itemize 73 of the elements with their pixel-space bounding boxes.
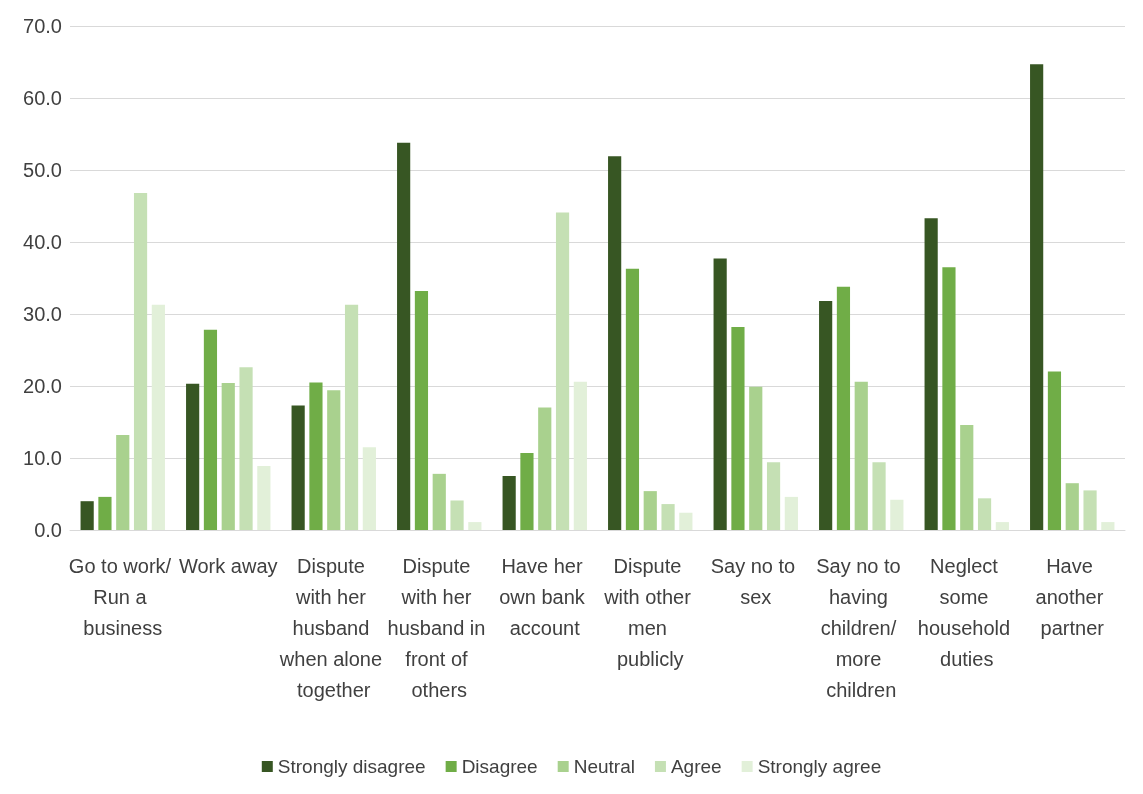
bar (977, 498, 992, 530)
bar (555, 212, 570, 530)
bar (80, 501, 94, 530)
bar (362, 447, 376, 530)
legend-label: Strongly agree (757, 756, 882, 777)
bar (186, 383, 200, 530)
bar (397, 142, 411, 530)
bar (573, 381, 587, 530)
bar (836, 286, 851, 530)
bar (661, 504, 675, 530)
bar (203, 329, 218, 530)
bar (538, 407, 552, 530)
x-tick-label: Say no to having children/ more children (816, 554, 907, 701)
bar (995, 522, 1009, 530)
y-tick-label: 20.0 (23, 375, 62, 397)
bar (468, 522, 482, 530)
x-tick-label: Say no to sex (710, 554, 801, 608)
legend-label: Agree (670, 756, 722, 777)
y-tick-label: 30.0 (23, 303, 62, 325)
bar (924, 218, 938, 530)
bar (133, 193, 148, 530)
bar (151, 304, 165, 530)
bar (643, 491, 657, 530)
legend-label: Neutral (573, 756, 635, 777)
bar (1083, 490, 1097, 530)
bar (414, 290, 429, 530)
bar (942, 267, 956, 530)
x-tick-label: Have her own bank account (499, 554, 591, 639)
bar (854, 381, 868, 530)
bar (1030, 64, 1044, 530)
legend-label: Disagree (461, 756, 538, 777)
bar (784, 496, 798, 530)
y-tick-label: 0.0 (34, 519, 62, 541)
bar (432, 473, 446, 530)
bar (98, 496, 112, 530)
bar (766, 462, 781, 530)
bar (960, 424, 974, 530)
y-tick-label: 50.0 (23, 159, 62, 181)
bar (1065, 483, 1079, 530)
x-tick-label: Go to work/ Run a business (68, 554, 177, 639)
bar (713, 258, 727, 530)
legend-label: Strongly disagree (277, 756, 426, 777)
x-tick-label: Dispute with her husband when alone together (278, 554, 388, 701)
x-tick-label: Dispute with other men publicly (603, 554, 697, 670)
x-tick-label: Neglect some household duties (917, 554, 1016, 670)
bar (344, 304, 359, 530)
bar (1047, 371, 1062, 530)
bar (309, 382, 323, 530)
y-tick-label: 70.0 (23, 15, 62, 37)
x-tick-label: Have another partner (1035, 554, 1109, 639)
bar (520, 452, 534, 530)
x-tick-label: Dispute with her husband in front of others (387, 554, 491, 701)
bar (819, 301, 833, 530)
bar (1101, 522, 1115, 530)
bar (872, 462, 886, 530)
bar (239, 367, 253, 530)
bar (749, 386, 763, 530)
y-tick-label: 40.0 (23, 231, 62, 253)
bar (890, 499, 904, 530)
bar (731, 326, 745, 530)
bar (116, 434, 130, 530)
bar (291, 405, 305, 530)
x-tick-label: Work away (178, 554, 278, 577)
bar (450, 500, 464, 530)
y-tick-label: 60.0 (23, 87, 62, 109)
bar (608, 156, 622, 530)
bar (502, 476, 516, 530)
bar (327, 390, 341, 530)
bar (257, 465, 271, 530)
bar (221, 383, 235, 530)
y-tick-label: 10.0 (23, 447, 62, 469)
bar (679, 512, 693, 530)
bar (625, 268, 640, 530)
